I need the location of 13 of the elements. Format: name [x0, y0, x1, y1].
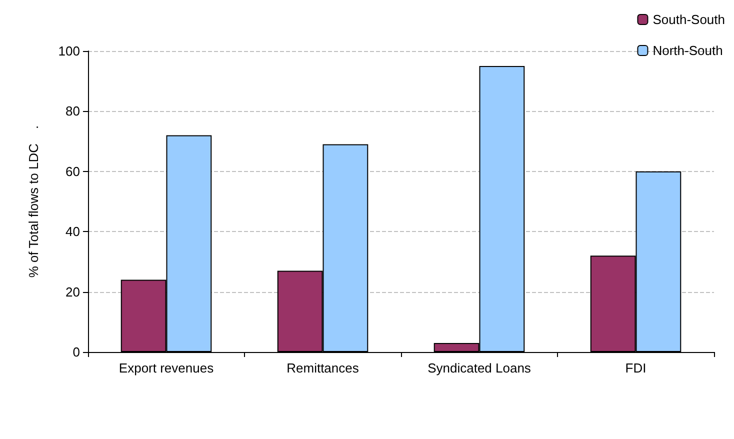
legend-label: South-South — [652, 12, 726, 27]
x-tick-label: FDI — [625, 360, 646, 376]
y-tick-label: 0 — [72, 344, 80, 360]
y-tick-label: 40 — [66, 224, 80, 240]
x-tick-label: Remittances — [286, 360, 360, 376]
x-tick-label: Syndicated Loans — [428, 360, 532, 376]
legend-label: North-South — [652, 43, 723, 58]
x-tick-label: Export revenues — [118, 360, 214, 376]
y-axis-title: % of Total flows to LDC . — [26, 125, 41, 278]
y-tick-label: 100 — [58, 44, 80, 58]
y-tick-label: 20 — [66, 284, 80, 300]
y-tick-label: 60 — [66, 164, 80, 179]
y-tick-label: 80 — [66, 104, 80, 119]
